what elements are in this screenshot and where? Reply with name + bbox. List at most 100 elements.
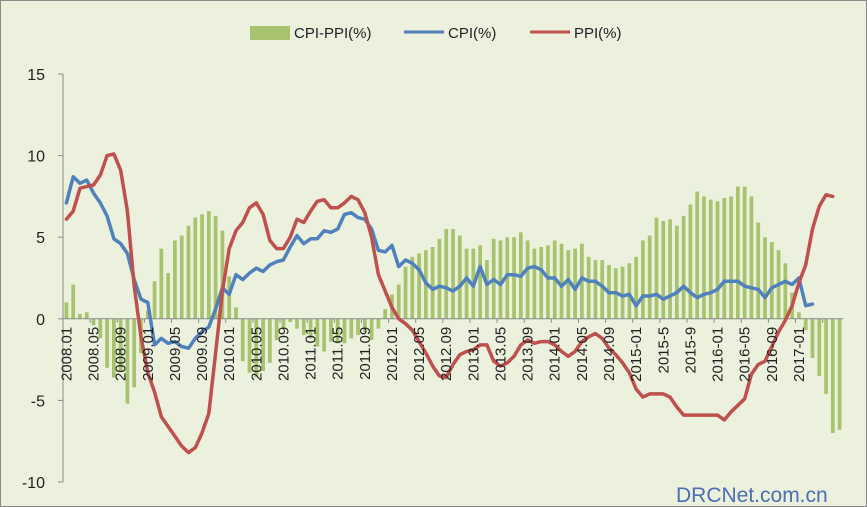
cpi-ppi-bar [132, 318, 137, 388]
cpi-ppi-bar [661, 220, 666, 319]
cpi-ppi-bar [803, 318, 808, 331]
cpi-ppi-bar [539, 246, 544, 319]
x-tick-label: 2009.09 [194, 327, 211, 381]
x-tick-label: 2016-01 [710, 327, 727, 382]
cpi-ppi-bar [430, 246, 435, 319]
cpi-ppi-bar [695, 191, 700, 319]
cpi-ppi-bar [145, 310, 150, 319]
cpi-ppi-bar [118, 318, 123, 372]
cpi-ppi-bar [220, 230, 225, 319]
cpi-ppi-bar [437, 238, 442, 319]
cpi-ppi-bar [112, 318, 116, 378]
cpi-ppi-bar [681, 215, 686, 319]
cpi-ppi-bar [573, 248, 577, 319]
x-tick-label: 2015-5 [655, 327, 672, 374]
cpi-ppi-bar [308, 318, 313, 339]
cpi-ppi-bar [478, 245, 482, 319]
cpi-ppi-bar [315, 318, 320, 347]
cpi-ppi-bar [403, 266, 408, 319]
x-tick-label: 2011.09 [357, 327, 374, 380]
cpi-ppi-bar [546, 245, 550, 319]
x-tick-label: 2011.01 [303, 327, 320, 380]
cpi-ppi-bar [301, 318, 306, 336]
cpi-ppi-bar [227, 276, 232, 319]
cpi-ppi-bar [593, 260, 598, 319]
cpi-ppi-bar [559, 243, 564, 319]
x-tick-label: 2012.01 [384, 327, 401, 381]
y-tick-label: 10 [27, 149, 45, 166]
x-tick-label: 2013.05 [492, 327, 509, 381]
x-tick-label: 2016-05 [737, 327, 754, 382]
x-tick-label: 2012.05 [411, 327, 428, 381]
cpi-ppi-bar [288, 318, 293, 323]
legend-ppi-label: PPI(%) [574, 25, 622, 42]
watermark: DRCNet.com.cn [676, 484, 828, 507]
cpi-ppi-bar [274, 318, 279, 341]
cpi-ppi-bar [742, 186, 747, 319]
x-axis [62, 318, 843, 323]
cpi-ppi-bar [756, 222, 761, 319]
cpi-ppi-bar [396, 284, 401, 319]
cpi-ppi-bar [213, 215, 218, 319]
cpi-ppi-bar [566, 250, 571, 319]
cpi-ppi-bar [166, 273, 170, 319]
cpi-ppi-bar [837, 318, 842, 430]
y-axis: -10 -5 0 5 10 15 [22, 67, 64, 492]
cpi-ppi-bar [322, 318, 326, 352]
cpi-ppi-bar [715, 201, 720, 319]
cpi-ppi-bar [295, 318, 299, 329]
cpi-ppi-bar [620, 266, 625, 319]
cpi-ppi-bar [688, 204, 693, 319]
cpi-ppi-bar [247, 318, 252, 373]
cpi-ppi-bar [383, 309, 388, 319]
cpi-ppi-bar [722, 198, 727, 319]
cpi-ppi-bar [485, 260, 489, 319]
cpi-ppi-bar [627, 263, 632, 319]
cpi-ppi-bar [736, 186, 740, 319]
cpi-ppi-bar [179, 235, 184, 319]
cpi-ppi-bar [586, 256, 591, 319]
x-tick-label: 2010.05 [248, 327, 265, 381]
cpi-ppi-bar [71, 284, 76, 319]
cpi-ppi-bar [254, 318, 259, 378]
cpi-ppi-bar [769, 242, 774, 319]
x-tick-label: 2015-9 [682, 327, 699, 374]
cpi-ppi-bar [342, 318, 347, 344]
cpi-ppi-bar [797, 312, 801, 319]
x-tick-label: 2013.01 [465, 327, 482, 381]
cpi-ppi-bar [824, 318, 828, 394]
cpi-ppi-bar [356, 318, 360, 336]
x-tick-label: 2015-01 [628, 327, 645, 382]
cpi-ppi-bar [234, 307, 238, 319]
cpi-ppi-bar [186, 225, 191, 319]
cpi-ppi-bar [349, 318, 354, 339]
cpi-ppi-bar [668, 219, 672, 319]
x-tick-label: 2014.09 [601, 327, 618, 381]
cpi-ppi-bar [281, 318, 286, 329]
x-tick-label: 2010.01 [221, 327, 238, 381]
x-tick-label: 2009.05 [167, 327, 184, 381]
x-tick-labels: 2008.01 2008.05 2008.09 2009.01 2009.05 2009.… [58, 327, 808, 382]
cpi-ppi-bar [329, 318, 333, 342]
cpi-line [64, 175, 815, 350]
x-tick-label: 2008.01 [58, 327, 75, 381]
cpi-ppi-bar [749, 196, 754, 319]
cpi-ppi-bar [444, 229, 449, 319]
cpi-ppi-bar [376, 318, 381, 329]
y-tick-label: 5 [36, 230, 45, 247]
x-tick-label: 2014.05 [574, 327, 591, 381]
cpi-ppi-bar [261, 318, 265, 372]
cpi-ppi-bar [200, 214, 204, 319]
x-tick-label: 2016-09 [764, 327, 781, 382]
legend: CPI-PPI(%) CPI(%) PPI(%) [250, 25, 622, 42]
cpi-ppi-bar [634, 256, 638, 319]
cpi-ppi-bar [817, 318, 822, 376]
cpi-ppi-bar [105, 318, 109, 368]
cpi-ppi-bar [654, 217, 659, 319]
y-tick-label: 15 [27, 67, 45, 84]
cpi-ppi-bar [647, 235, 652, 319]
cpi-ppi-bar [708, 199, 713, 319]
ppi-line [64, 152, 835, 455]
cpi-ppi-bar [173, 240, 177, 319]
